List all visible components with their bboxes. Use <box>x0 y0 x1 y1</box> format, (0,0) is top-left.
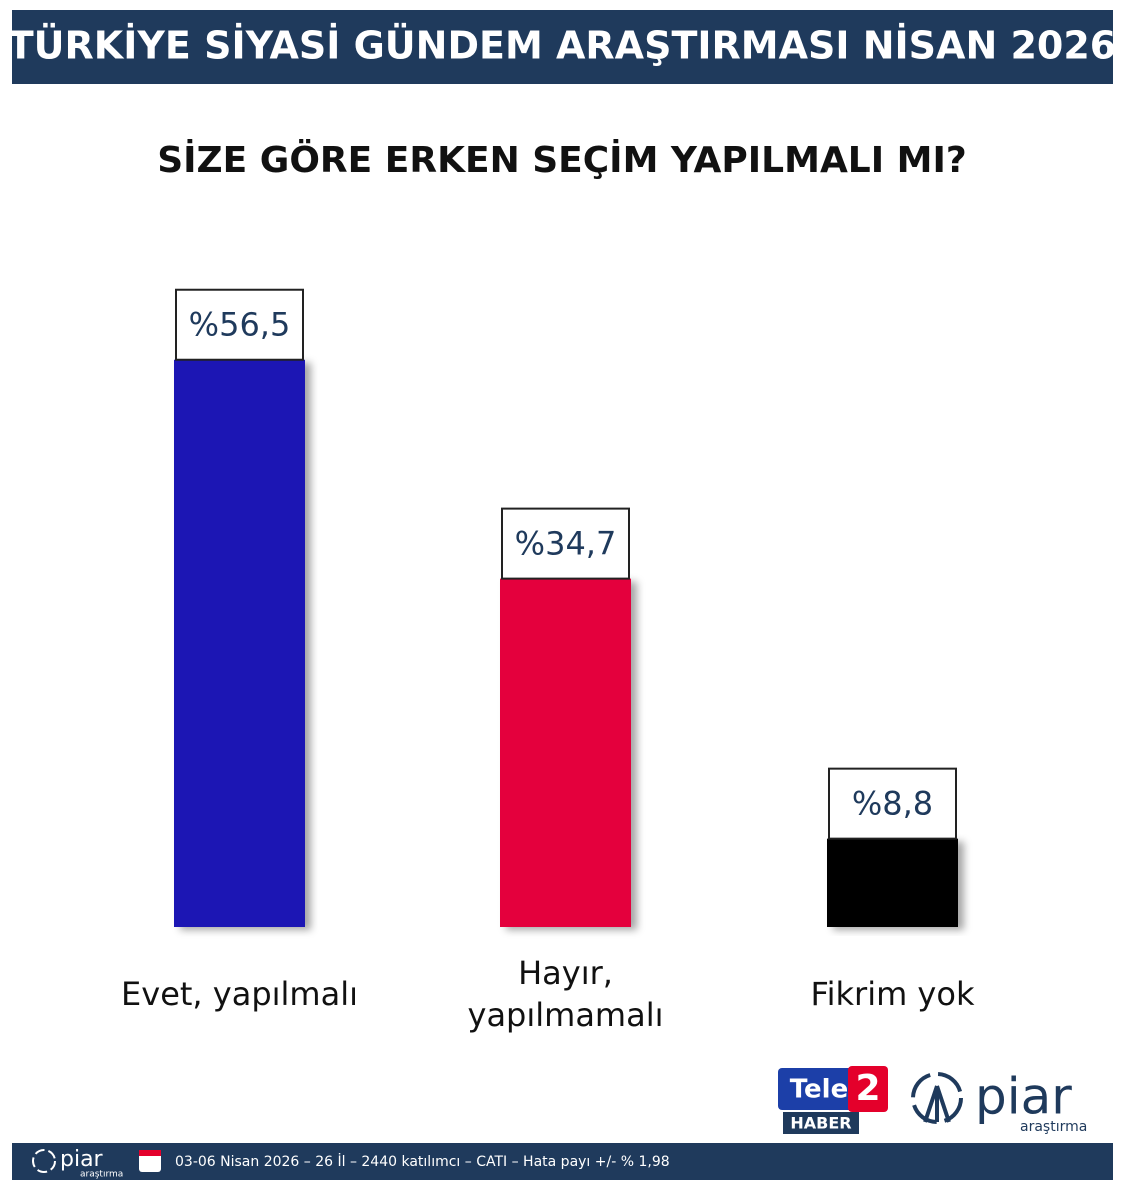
value-label-box <box>501 507 630 580</box>
footer-brand: piar <box>60 1147 104 1172</box>
value-label: %34,7 <box>515 525 617 563</box>
value-label: %56,5 <box>189 306 291 344</box>
bar <box>827 838 958 927</box>
value-label-box <box>828 767 957 840</box>
tele2-logo: Tele 2 HABER <box>778 1066 888 1134</box>
calendar-icon-top <box>139 1150 161 1156</box>
logo-text: Tele <box>790 1075 848 1105</box>
logo-text: piar <box>975 1068 1072 1126</box>
footer-bar <box>12 1143 1113 1180</box>
footer-icon <box>32 1149 56 1173</box>
piar-logo: piar araştırma <box>911 1068 1087 1135</box>
category-label: Evet, yapılmalı <box>121 975 358 1014</box>
chart-title: TÜRKİYE SİYASİ GÜNDEM ARAŞTIRMASI NİSAN … <box>8 24 1117 68</box>
category-label: Fikrim yok <box>810 975 975 1014</box>
value-label: %8,8 <box>852 785 933 823</box>
category-label: Hayır, yapılmamalı <box>467 954 664 1034</box>
logo-text: HABER <box>790 1114 851 1133</box>
logo-text: 2 <box>855 1068 880 1109</box>
logo-text: araştırma <box>1020 1119 1087 1135</box>
footer-text: 03-06 Nisan 2026 – 26 İl – 2440 katılımc… <box>175 1152 670 1170</box>
bar <box>500 578 631 927</box>
bar <box>174 359 305 927</box>
footer-brand-sub: araştırma <box>80 1170 123 1180</box>
title-bar <box>12 10 1113 84</box>
value-label-box <box>175 288 304 361</box>
chart-subtitle: SİZE GÖRE ERKEN SEÇİM YAPILMALI MI? <box>157 139 967 181</box>
